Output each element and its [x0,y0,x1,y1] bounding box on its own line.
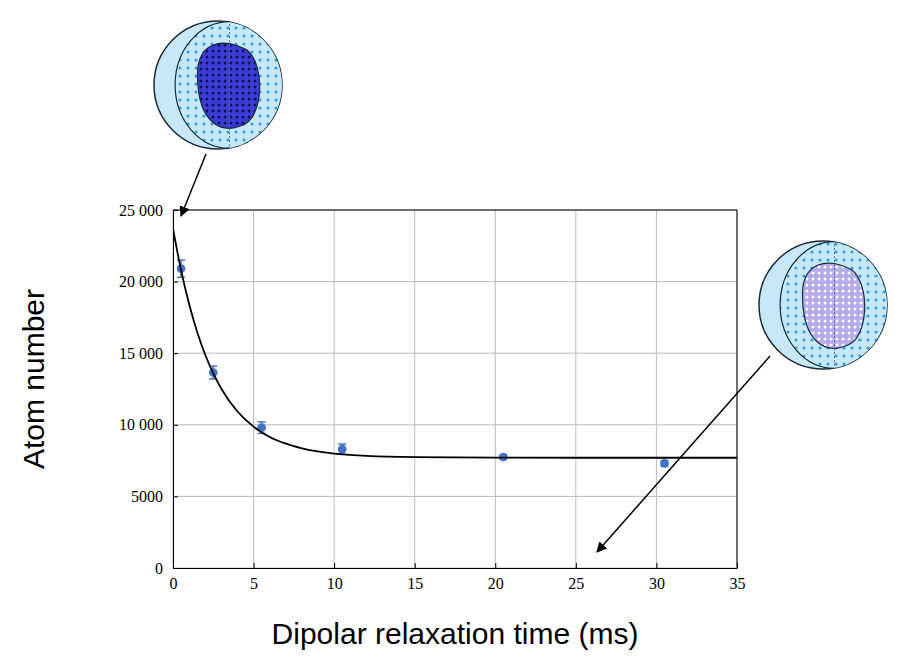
tick: 15 000 [119,345,178,362]
grid-line [173,210,737,211]
tick-label: 20 [488,575,504,592]
tick: 10 [327,563,343,592]
sphere-illustration [154,21,284,149]
tick-label: 25 000 [119,202,163,219]
tick: 15 [407,563,423,592]
tick-label: 15 [407,575,423,592]
tick: 20 000 [119,273,178,290]
tick-mark [173,496,178,497]
sphere-axis [834,244,835,366]
sphere-illustration [759,241,889,369]
tick-mark [173,353,178,354]
tick: 5 [250,563,258,592]
tick: 10 000 [119,416,178,433]
grid-line [334,210,335,568]
grid-line [173,281,737,282]
sphere-core [802,263,864,348]
data-point [660,459,669,468]
tick-label: 10 [327,575,343,592]
tick-mark [576,563,577,568]
tick: 20 [488,563,504,592]
error-bar-cap [338,443,346,445]
tick-label: 5 [250,575,258,592]
tick: 25 000 [119,202,178,219]
tick-mark [254,563,255,568]
tick-mark [334,563,335,568]
tick-label: 20 000 [119,273,163,290]
grid-line [414,210,415,568]
sphere-shell [780,242,889,369]
tick: 30 [649,563,665,592]
grid-line [173,568,737,569]
tick-label: 35 [730,575,746,592]
frame [737,210,738,568]
arrow [597,356,770,552]
plot-area [173,229,737,468]
tick-mark [173,425,178,426]
grid-line [173,210,174,568]
tick-mark [173,282,178,283]
grid-line [173,424,737,425]
tick: 5000 [131,488,178,505]
grid-line [253,210,254,568]
sphere-axis [229,24,230,146]
grid-line [656,210,657,568]
fit-line [173,229,737,458]
error-bar-cap [177,277,185,279]
y-axis-title: Atom number [17,289,50,469]
frame [173,210,737,211]
sphere-core [197,43,259,128]
tick-label: 15 000 [119,345,163,362]
error-bar-cap [258,421,266,423]
tick-mark [495,563,496,568]
grid [173,210,737,568]
grid-line [173,353,737,354]
grid-line [495,210,496,568]
x-axis-title: Dipolar relaxation time (ms) [272,617,639,650]
tick-label: 0 [170,575,178,592]
y-axis: 0 5000 10 000 15 000 20 000 25 000 [119,202,178,577]
tick-label: 10 000 [119,416,163,433]
grid-line [737,210,738,568]
tick: 25 [568,563,584,592]
grid-line [173,496,737,497]
chart: 0 5 10 15 20 25 30 35 0 5000 10 000 15 000 20 000 25 … [0,0,900,661]
sphere-shell [175,22,284,149]
data-point [338,445,347,454]
arrow [181,154,206,216]
tick-mark [173,568,178,569]
error-bar [338,444,346,454]
tick-label: 25 [568,575,584,592]
tick-label: 30 [649,575,665,592]
tick-label: 5000 [131,488,163,505]
grid-line [575,210,576,568]
tick: 0 [155,560,178,577]
tick-mark [656,563,657,568]
axis-line [174,568,738,569]
tick-mark [415,563,416,568]
axis-line [173,211,174,569]
tick-label: 0 [155,560,163,577]
x-axis: 0 5 10 15 20 25 30 35 [170,563,746,592]
